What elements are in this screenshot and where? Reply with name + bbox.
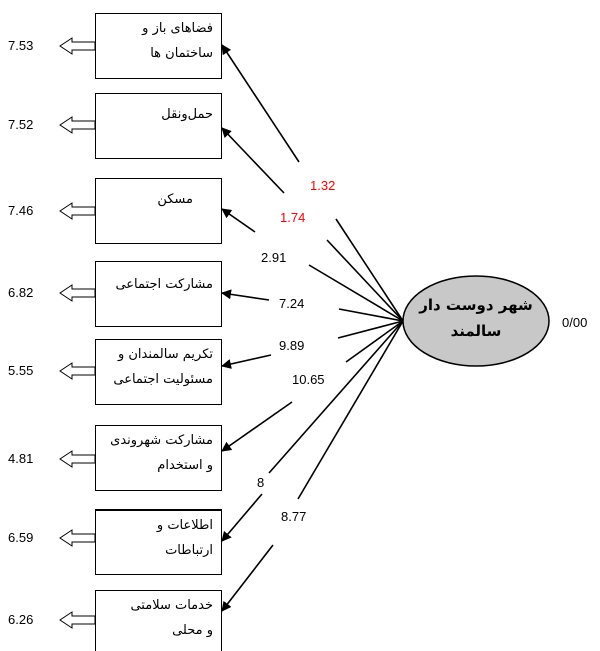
path-line-2b [221, 127, 285, 194]
error-arrow-2 [59, 116, 96, 134]
error-value-4: 6.82 [8, 285, 34, 300]
error-arrows [59, 37, 96, 629]
error-arrow-1 [59, 37, 96, 55]
latent-label-line2: سالمند [450, 322, 502, 340]
path-line-2a [326, 239, 404, 322]
path-coefficient-3: 2.91 [261, 250, 287, 265]
indicator-box-4: مشارکت اجتماعی [95, 261, 222, 327]
path-arrows [221, 44, 404, 612]
indicator-label-line2: و محلی [172, 623, 213, 638]
path-coefficient-2: 1.74 [280, 210, 306, 225]
indicator-box-1: فضاهای باز و ساختمان ها [95, 13, 222, 79]
path-line-7b [221, 493, 263, 542]
error-arrow-6 [59, 450, 96, 468]
path-line-1a [335, 218, 404, 322]
indicator-box-5: تکریم سالمندان و مسئولیت اجتماعی [95, 339, 222, 405]
path-coefficient-5: 9.89 [279, 338, 305, 353]
error-arrow-3 [59, 202, 96, 220]
indicator-box-6: مشارکت شهروندی و استخدام [95, 425, 222, 491]
indicator-box-2: حمل‌ونقل [95, 93, 222, 159]
path-coefficient-4: 7.24 [279, 296, 305, 311]
indicator-label-line2: مسئولیت اجتماعی [113, 372, 213, 387]
error-value-6: 4.81 [8, 451, 34, 466]
indicator-label-line1: مسکن [157, 192, 193, 207]
path-line-4b [221, 289, 270, 301]
indicator-box-7: اطلاعات و ارتباطات [95, 509, 222, 575]
error-arrow-8 [59, 611, 96, 629]
indicator-label-line1: مشارکت شهروندی [110, 433, 213, 448]
error-value-2: 7.52 [8, 117, 34, 132]
error-value-1: 7.53 [8, 38, 34, 53]
indicator-label-line1: تکریم سالمندان و [117, 347, 213, 362]
path-coefficient-1: 1.32 [310, 178, 336, 193]
indicator-box-3: مسکن [95, 178, 222, 244]
path-line-5a [337, 320, 404, 339]
path-line-6a [345, 320, 404, 363]
latent-variance: 0/00 [562, 315, 588, 330]
error-value-5: 5.55 [8, 363, 34, 378]
indicator-label-line1: فضاهای باز و [142, 21, 213, 36]
path-line-3a [308, 264, 404, 322]
path-line-7a [268, 320, 404, 474]
indicator-label-line2: ساختمان ها [150, 46, 213, 61]
error-arrow-5 [59, 362, 96, 380]
indicator-label-line1: حمل‌ونقل [161, 107, 213, 122]
path-line-6b [221, 401, 293, 452]
indicator-label-line2: و استخدام [157, 458, 213, 473]
latent-label-line1: شهر دوست دار [419, 296, 533, 314]
path-line-4a [338, 308, 404, 322]
error-value-8: 6.26 [8, 612, 34, 627]
path-line-1b [221, 44, 300, 163]
indicator-label-line1: مشارکت اجتماعی [115, 277, 213, 292]
indicator-label-line1: خدمات سلامتی [130, 598, 213, 613]
path-line-3b [221, 208, 256, 233]
indicator-label-line1: اطلاعات و [156, 518, 213, 533]
error-arrow-4 [59, 284, 96, 302]
latent-ellipse [402, 275, 550, 367]
path-line-5b [221, 354, 272, 369]
error-arrow-7 [59, 529, 96, 547]
latent-variable-label: شهر دوست دار سالمند [403, 292, 549, 344]
path-line-8b [221, 544, 274, 612]
error-value-7: 6.59 [8, 530, 34, 545]
indicator-label-line2: ارتباطات [165, 543, 213, 558]
path-line-8a [297, 320, 404, 500]
path-coefficient-6: 10.65 [292, 372, 325, 387]
path-coefficient-8: 8.77 [281, 509, 307, 524]
indicator-box-8: خدمات سلامتی و محلی [95, 590, 222, 651]
path-coefficient-7: 8 [257, 475, 265, 490]
error-value-3: 7.46 [8, 203, 34, 218]
